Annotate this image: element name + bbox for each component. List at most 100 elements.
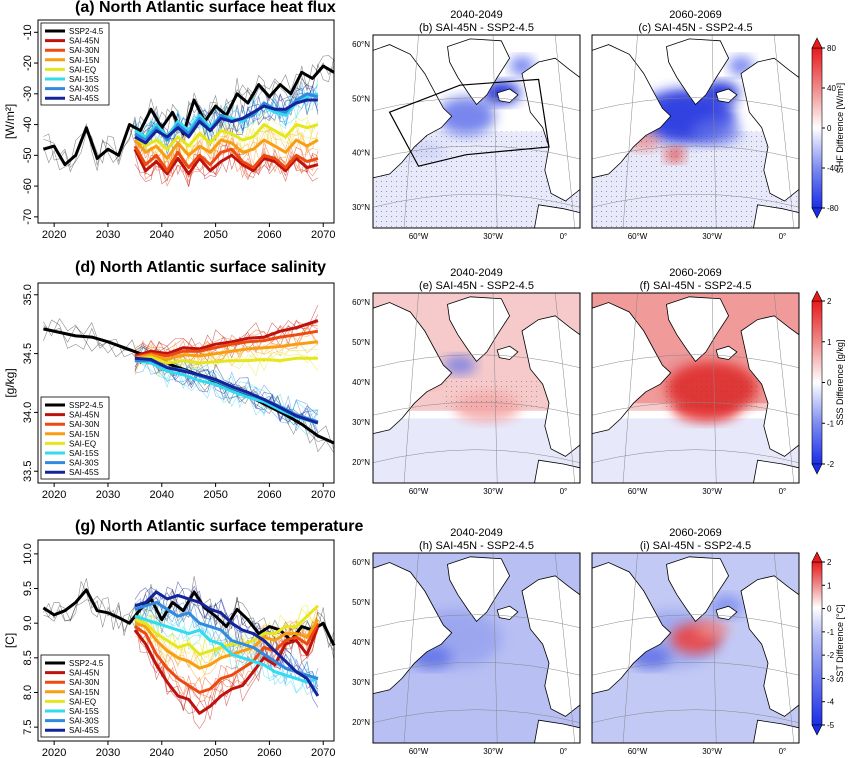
- y-tick-label: 34.0: [22, 402, 34, 423]
- colorbar-1: 80 40 0 -40 -80 SHF Difference [W/m²]: [811, 37, 845, 219]
- colorbar-tick-label: -40: [827, 164, 839, 173]
- y-tick-label: -10: [22, 24, 34, 40]
- legend-label: SAI-45N: [69, 669, 99, 678]
- colorbar-bottom-arrow: [811, 463, 823, 475]
- legend-label: SAI-30N: [69, 678, 99, 687]
- longitude-label: 0°: [779, 232, 787, 241]
- legend-label: SAI-45S: [69, 94, 99, 103]
- colorbar-bottom-arrow: [811, 207, 823, 219]
- longitude-label: 0°: [560, 232, 568, 241]
- map-content: [373, 553, 580, 743]
- north-america-land: [592, 562, 672, 695]
- graticule-longitude: [622, 293, 638, 483]
- map-title: 2040-2049: [450, 527, 503, 539]
- graticule-latitude: [373, 709, 580, 723]
- latitude-label: 30°N: [352, 678, 370, 687]
- colorbar-label: SST Difference [°C]: [835, 604, 845, 682]
- series-line-sai-eq: [134, 355, 318, 365]
- legend-box: [40, 22, 110, 106]
- map-panel-1: 2040-2049(b) SAI-45N - SSP2-4.5 60°N 50°N 4…: [352, 9, 581, 241]
- y-tick-label: -70: [22, 209, 34, 225]
- y-axis-label: [C]: [3, 633, 17, 648]
- africa-land: [534, 459, 580, 483]
- series-line-sai-30n: [133, 145, 319, 173]
- colorbar-tick-label: -3: [827, 674, 835, 683]
- legend-label: SAI-EQ: [69, 65, 96, 74]
- graticule-longitude: [773, 35, 795, 228]
- graticule-latitude: [592, 402, 799, 416]
- longitude-label: 30°W: [483, 487, 503, 496]
- series-line-sai-30n: [134, 329, 319, 359]
- latitude-label: 60°N: [352, 40, 370, 49]
- series-line-ssp2-4.5: [42, 64, 335, 167]
- series-line-sai-eq: [133, 123, 319, 151]
- legend-label: SAI-30S: [69, 459, 99, 468]
- anomaly-patch: [437, 96, 496, 136]
- graticule-latitude: [592, 614, 799, 628]
- y-axis-label: [W/m²]: [3, 104, 17, 139]
- longitude-label: 0°: [560, 487, 568, 496]
- map-title: 2060-2069: [669, 527, 722, 539]
- colorbar-tick-label: 40: [827, 84, 836, 93]
- legend-box: [40, 396, 110, 480]
- colorbar-tick-label: -80: [827, 204, 839, 213]
- x-tick-label: 2050: [203, 489, 227, 501]
- chart-g-title: (g) North Atlantic surface temperature: [75, 518, 363, 535]
- y-tick-label: 7.5: [22, 719, 34, 734]
- chart-a-plot: 2020 2030 2040 2050 2060 2070 -10 -20 -30 -40 -50 -…: [3, 19, 335, 241]
- longitude-label: 0°: [779, 487, 787, 496]
- map-content: [592, 553, 799, 743]
- region-box: [388, 78, 550, 167]
- x-tick-label: 2050: [203, 229, 227, 241]
- latitude-label: 40°N: [352, 149, 370, 158]
- y-tick-label: 8.0: [22, 685, 34, 700]
- colorbar-tick-label: 1: [827, 338, 832, 347]
- y-tick-label: -40: [22, 117, 34, 133]
- x-tick-label: 2020: [42, 489, 66, 501]
- chart-d-salinity: (d) North Atlantic surface salinity 2020…: [3, 259, 335, 501]
- longitude-label: 0°: [560, 747, 568, 756]
- colorbar-bottom-arrow: [811, 724, 823, 736]
- legend-label: SAI-15S: [69, 707, 99, 716]
- colorbar-tick-label: -5: [827, 721, 835, 730]
- graticule-latitude: [373, 614, 580, 628]
- colorbar-top-arrow: [811, 290, 823, 302]
- series-line-sai-15n: [134, 340, 319, 361]
- map-content: [592, 35, 799, 228]
- colorbar-tick-label: 1: [827, 581, 832, 590]
- graticule-latitude: [373, 97, 580, 111]
- series-line-sai-15n: [133, 138, 319, 160]
- graticule-longitude: [554, 35, 576, 228]
- graticule-latitude: [373, 402, 580, 416]
- x-tick-label: 2060: [257, 229, 281, 241]
- map-subtitle: (e) SAI-45N - SSP2-4.5: [419, 280, 534, 292]
- chart-a-title: (a) North Atlantic surface heat flux: [75, 0, 336, 16]
- x-tick-label: 2070: [311, 747, 335, 758]
- map-panels: 2040-2049(b) SAI-45N - SSP2-4.560°N50°N4…: [352, 9, 800, 756]
- graticule-latitude: [373, 354, 580, 368]
- map-frame: [591, 34, 800, 229]
- ensemble-member-line: [43, 62, 335, 171]
- colorbar-tick-label: 0: [827, 124, 832, 133]
- longitude-label: 60°W: [628, 747, 648, 756]
- graticule-latitude: [592, 145, 799, 160]
- graticule-longitude: [773, 553, 795, 743]
- map-panel-2: 2060-2069(c) SAI-45N - SSP2-4.5 60°W 30°W 0…: [591, 9, 800, 241]
- map-content: [373, 35, 580, 228]
- graticule-longitude: [711, 35, 717, 228]
- greenland-land: [666, 556, 730, 622]
- colorbar-tick-label: 0: [827, 379, 832, 388]
- legend-label: SAI-30S: [69, 717, 99, 726]
- latitude-label: 30°N: [352, 418, 370, 427]
- series-line-sai-45n: [134, 319, 319, 358]
- map-subtitle: (i) SAI-45N - SSP2-4.5: [640, 540, 751, 552]
- map-title: 2040-2049: [450, 267, 503, 279]
- map-subtitle: (f) SAI-45N - SSP2-4.5: [640, 280, 752, 292]
- colorbar-tick-label: -1: [827, 628, 835, 637]
- map-subtitle: (h) SAI-45N - SSP2-4.5: [419, 540, 534, 552]
- latitude-label: 20°N: [352, 458, 370, 467]
- graticule-latitude: [592, 354, 799, 368]
- graticule-longitude: [492, 293, 498, 483]
- y-tick-label: 8.5: [22, 650, 34, 665]
- graticule-latitude: [373, 449, 580, 463]
